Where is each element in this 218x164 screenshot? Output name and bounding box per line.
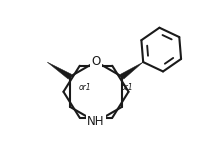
Text: or1: or1 — [79, 83, 92, 92]
Polygon shape — [120, 62, 143, 79]
Text: or1: or1 — [120, 83, 133, 92]
Polygon shape — [47, 62, 72, 79]
Text: NH: NH — [87, 115, 105, 128]
Text: O: O — [91, 55, 101, 68]
